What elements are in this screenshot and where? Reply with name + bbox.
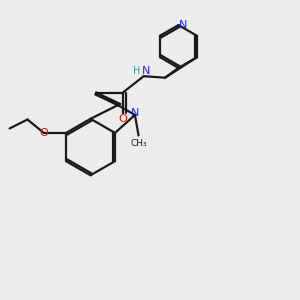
Text: H: H: [134, 66, 141, 76]
Text: O: O: [118, 114, 127, 124]
Text: N: N: [179, 20, 187, 30]
Text: N: N: [142, 66, 150, 76]
Text: N: N: [131, 109, 139, 118]
Text: CH₃: CH₃: [130, 139, 147, 148]
Text: O: O: [39, 128, 48, 138]
